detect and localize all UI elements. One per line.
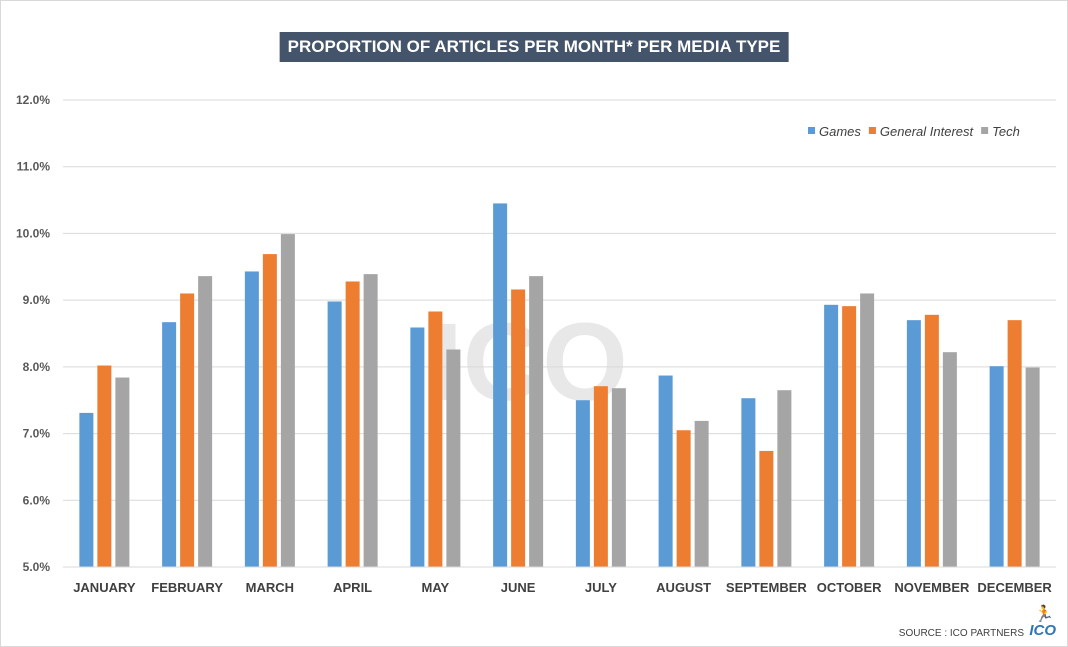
y-tick-label: 5.0% — [23, 560, 51, 574]
legend-swatch — [868, 127, 876, 134]
bar-games — [989, 366, 1004, 567]
chart-title: PROPORTION OF ARTICLES PER MONTH* PER ME… — [279, 32, 789, 62]
x-tick-label: SEPTEMBER — [726, 580, 808, 595]
y-tick-label: 12.0% — [16, 93, 50, 107]
legend-label: Tech — [992, 124, 1020, 139]
bar-games — [410, 327, 425, 567]
bar-tech — [942, 352, 957, 567]
bar-general-interest — [1007, 320, 1022, 567]
bar-tech — [363, 274, 378, 567]
x-tick-label: MARCH — [246, 580, 294, 595]
source-note: SOURCE : ICO PARTNERS — [898, 628, 1024, 639]
bar-tech — [860, 293, 875, 567]
y-tick-label: 7.0% — [23, 427, 51, 441]
y-tick-label: 11.0% — [17, 160, 51, 174]
bar-tech — [611, 388, 626, 567]
legend-label: General Interest — [880, 124, 975, 139]
x-tick-label: APRIL — [333, 580, 372, 595]
bar-general-interest — [511, 289, 526, 567]
bar-games — [493, 203, 508, 567]
ico-logo: ICO — [1029, 622, 1056, 639]
bar-tech — [198, 276, 213, 567]
bar-general-interest — [676, 430, 691, 567]
x-tick-label: DECEMBER — [977, 580, 1052, 595]
y-tick-label: 6.0% — [23, 493, 51, 507]
x-tick-label: NOVEMBER — [894, 580, 970, 595]
x-tick-label: OCTOBER — [817, 580, 882, 595]
bar-games — [327, 301, 342, 567]
bar-tech — [1025, 367, 1040, 567]
x-tick-label: MAY — [422, 580, 450, 595]
x-tick-label: JULY — [585, 580, 617, 595]
x-tick-label: JANUARY — [73, 580, 136, 595]
bar-general-interest — [97, 365, 112, 567]
legend-swatch — [981, 127, 989, 134]
bar-tech — [280, 234, 295, 568]
bar-games — [79, 412, 94, 567]
bar-general-interest — [345, 281, 360, 567]
y-tick-label: 9.0% — [23, 293, 51, 307]
bar-general-interest — [593, 386, 608, 567]
x-tick-label: FEBRUARY — [151, 580, 223, 595]
y-tick-label: 10.0% — [16, 226, 50, 240]
legend-swatch — [808, 127, 815, 134]
x-tick-label: AUGUST — [656, 580, 711, 595]
bar-general-interest — [262, 254, 277, 568]
bar-tech — [777, 390, 792, 567]
bar-games — [906, 320, 921, 567]
bar-tech — [115, 377, 130, 567]
bar-games — [575, 400, 590, 567]
bar-tech — [694, 420, 709, 567]
bar-games — [658, 375, 673, 567]
bar-general-interest — [759, 450, 774, 567]
bar-tech — [529, 276, 544, 567]
bar-games — [244, 271, 259, 567]
legend-label: Games — [819, 124, 861, 139]
bar-general-interest — [180, 293, 195, 567]
runner-logo-icon: 🏃 — [1034, 606, 1054, 623]
bar-games — [162, 322, 177, 567]
bar-tech — [446, 349, 461, 567]
bar-general-interest — [842, 306, 857, 567]
bar-general-interest — [428, 311, 443, 567]
x-tick-label: JUNE — [501, 580, 536, 595]
y-tick-label: 8.0% — [23, 360, 51, 374]
bar-general-interest — [924, 314, 939, 567]
bar-games — [824, 304, 839, 567]
bar-games — [741, 398, 756, 567]
